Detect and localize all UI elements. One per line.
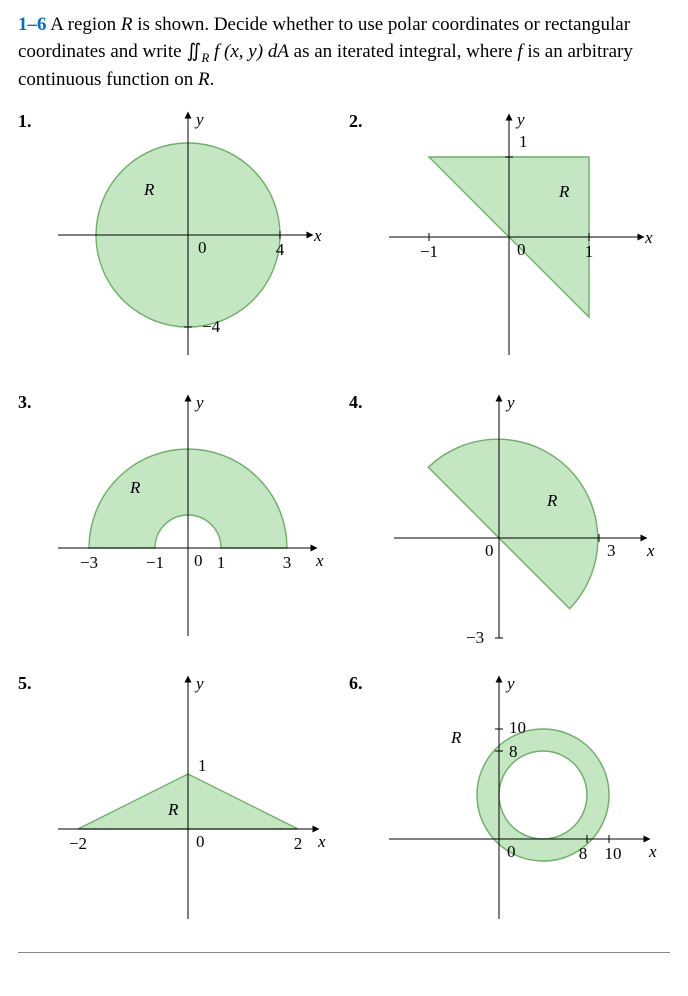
x-axis-label: x <box>315 551 324 570</box>
d-label: 3 <box>283 553 292 572</box>
c-label: 1 <box>217 553 226 572</box>
origin-label: 0 <box>517 240 526 259</box>
plot-3: −3 −1 0 1 3 R y x <box>48 388 339 651</box>
x1-label: 8 <box>579 844 588 863</box>
xp-label: 3 <box>607 541 616 560</box>
problem-number: 6. <box>349 669 379 694</box>
y-axis-label: y <box>505 674 515 693</box>
x2-label: 10 <box>605 844 622 863</box>
xn-label: −2 <box>69 834 87 853</box>
plot-4: 0 3 −3 R y x <box>379 388 670 651</box>
problem-number: 5. <box>18 669 48 694</box>
x-axis-label: x <box>644 228 653 247</box>
problem-range: 1–6 <box>18 14 47 35</box>
instr-period: . <box>210 69 215 90</box>
yn-label: −3 <box>466 628 484 646</box>
origin-label: 0 <box>196 832 205 851</box>
instr-R2: R <box>198 69 210 90</box>
y2-label: 8 <box>509 742 518 761</box>
y-axis-label: y <box>515 110 525 129</box>
plot-2: 0 −1 1 1 R y x <box>379 107 670 370</box>
region-label: R <box>546 491 558 510</box>
x-axis-label: x <box>646 541 655 560</box>
plot-6: 0 10 8 8 10 R y x <box>379 669 670 932</box>
y-axis-label: y <box>194 110 204 129</box>
y-axis-label: y <box>194 674 204 693</box>
instr-integral: ∬ <box>186 41 201 62</box>
instr-text-4: as an iterated integral, where <box>289 41 517 62</box>
x-axis-label: x <box>313 226 322 245</box>
region-shape <box>477 729 609 861</box>
region-label: R <box>167 800 179 819</box>
y-tick-label: −4 <box>202 317 221 336</box>
b-label: −1 <box>146 553 164 572</box>
x-axis-label: x <box>317 832 326 851</box>
origin-label: 0 <box>198 238 207 257</box>
a-label: −3 <box>80 553 98 572</box>
x-tick-label: 4 <box>276 240 285 259</box>
problem-cell-6: 6. 0 10 8 8 <box>349 669 670 932</box>
instr-R: R <box>121 14 133 35</box>
problem-cell-1: 1. 0 4 −4 R y x <box>18 107 339 370</box>
problem-cell-5: 5. −2 0 2 1 R y x <box>18 669 339 932</box>
yt-label: 1 <box>519 132 528 151</box>
yp-label: 1 <box>198 756 207 775</box>
instructions-block: 1–6 A region R is shown. Decide whether … <box>18 12 670 93</box>
origin-label: 0 <box>485 541 494 560</box>
problem-number: 1. <box>18 107 48 132</box>
xp-label: 2 <box>294 834 303 853</box>
origin-label: 0 <box>507 842 516 861</box>
region-label: R <box>129 478 141 497</box>
xn-label: −1 <box>420 242 438 261</box>
y1-label: 10 <box>509 718 526 737</box>
problem-grid: 1. 0 4 −4 R y x <box>18 107 670 953</box>
region-label: R <box>143 180 155 199</box>
region-label: R <box>558 182 570 201</box>
x-axis-label: x <box>648 842 657 861</box>
origin-label: 0 <box>194 551 203 570</box>
region-shape <box>428 439 597 608</box>
instr-text-1: A region <box>47 14 121 35</box>
y-axis-label: y <box>194 393 204 412</box>
problem-cell-4: 4. 0 3 −3 R y x <box>349 388 670 651</box>
plot-1: 0 4 −4 R y x <box>48 107 339 370</box>
instr-int-expr: f (x, y) dA <box>209 41 289 62</box>
problem-cell-2: 2. 0 −1 1 1 R y x <box>349 107 670 370</box>
region-label: R <box>450 728 462 747</box>
xp-label: 1 <box>585 242 594 261</box>
problem-number: 3. <box>18 388 48 413</box>
problem-number: 2. <box>349 107 379 132</box>
problem-cell-3: 3. −3 −1 0 1 3 R y x <box>18 388 339 651</box>
y-axis-label: y <box>505 393 515 412</box>
problem-number: 4. <box>349 388 379 413</box>
plot-5: −2 0 2 1 R y x <box>48 669 339 932</box>
